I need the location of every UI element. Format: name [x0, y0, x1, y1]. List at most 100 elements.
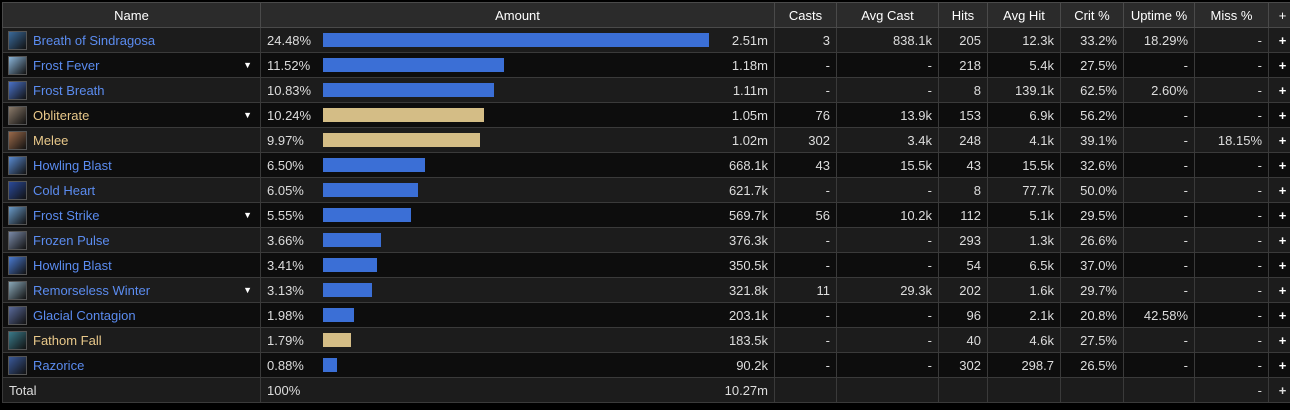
obliterate-icon	[8, 106, 27, 125]
expand-caret-icon[interactable]: ▼	[243, 285, 252, 295]
ability-link[interactable]: Frost Fever	[33, 58, 99, 73]
amount-percent: 10.24%	[267, 108, 311, 123]
amount-percent: 10.83%	[267, 83, 311, 98]
uptime-cell: -	[1124, 228, 1195, 253]
amount-percent: 6.05%	[267, 183, 304, 198]
ability-link[interactable]: Breath of Sindragosa	[33, 33, 155, 48]
expand-caret-icon[interactable]: ▼	[243, 110, 252, 120]
row-add-button[interactable]: +	[1269, 353, 1290, 378]
ability-link[interactable]: Razorice	[33, 358, 84, 373]
ability-link[interactable]: Remorseless Winter	[33, 283, 150, 298]
uptime-column-header[interactable]: Uptime %	[1124, 3, 1195, 28]
row-add-button[interactable]: +	[1269, 103, 1290, 128]
breath-of-sindragosa-icon	[8, 31, 27, 50]
amount-cell: 10.83%1.11m	[261, 78, 775, 103]
amount-cell: 0.88%90.2k	[261, 353, 775, 378]
amount-percent: 24.48%	[267, 33, 311, 48]
add-column-button[interactable]: +	[1269, 3, 1290, 28]
ability-link[interactable]: Frozen Pulse	[33, 233, 110, 248]
avg-hit-cell: 12.3k	[988, 28, 1061, 53]
ability-link[interactable]: Fathom Fall	[33, 333, 102, 348]
cold-heart-icon	[8, 181, 27, 200]
ability-link[interactable]: Melee	[33, 133, 68, 148]
amount-value: 321.8k	[729, 283, 768, 298]
avg-hit-cell: 4.1k	[988, 128, 1061, 153]
ability-link[interactable]: Frost Strike	[33, 208, 99, 223]
hits-cell: 218	[939, 53, 988, 78]
avg-hit-column-header[interactable]: Avg Hit	[988, 3, 1061, 28]
row-add-button[interactable]: +	[1269, 28, 1290, 53]
ability-link[interactable]: Glacial Contagion	[33, 308, 136, 323]
expand-caret-icon[interactable]: ▼	[243, 210, 252, 220]
hits-cell: 40	[939, 328, 988, 353]
expand-caret-icon[interactable]: ▼	[243, 60, 252, 70]
miss-cell: -	[1195, 328, 1269, 353]
hits-cell: 8	[939, 78, 988, 103]
hits-cell: 96	[939, 303, 988, 328]
row-add-button[interactable]: +	[1269, 178, 1290, 203]
crit-column-header[interactable]: Crit %	[1061, 3, 1124, 28]
row-add-button[interactable]: +	[1269, 303, 1290, 328]
crit-cell: 27.5%	[1061, 328, 1124, 353]
uptime-cell: 42.58%	[1124, 303, 1195, 328]
crit-cell: 20.8%	[1061, 303, 1124, 328]
amount-value: 1.18m	[732, 58, 768, 73]
ability-name-cell: Howling Blast	[3, 153, 261, 178]
hits-cell: 54	[939, 253, 988, 278]
ability-link[interactable]: Frost Breath	[33, 83, 105, 98]
total-add-button[interactable]: +	[1269, 378, 1290, 403]
total-label: Total	[3, 378, 261, 403]
name-column-header[interactable]: Name	[3, 3, 261, 28]
amount-bar-track	[323, 58, 709, 72]
row-add-button[interactable]: +	[1269, 78, 1290, 103]
avg-cast-column-header[interactable]: Avg Cast	[837, 3, 939, 28]
ability-link[interactable]: Cold Heart	[33, 183, 95, 198]
ability-name-cell: Glacial Contagion	[3, 303, 261, 328]
amount-bar	[323, 258, 377, 272]
row-add-button[interactable]: +	[1269, 128, 1290, 153]
avg-hit-cell: 2.1k	[988, 303, 1061, 328]
remorseless-winter-icon	[8, 281, 27, 300]
amount-bar-track	[323, 233, 709, 247]
amount-column-header[interactable]: Amount	[261, 3, 775, 28]
ability-link[interactable]: Obliterate	[33, 108, 89, 123]
amount-bar	[323, 58, 504, 72]
frost-breath-icon	[8, 81, 27, 100]
hits-column-header[interactable]: Hits	[939, 3, 988, 28]
row-add-button[interactable]: +	[1269, 278, 1290, 303]
row-add-button[interactable]: +	[1269, 153, 1290, 178]
amount-cell: 10.24%1.05m	[261, 103, 775, 128]
amount-bar	[323, 158, 425, 172]
row-add-button[interactable]: +	[1269, 328, 1290, 353]
crit-cell: 32.6%	[1061, 153, 1124, 178]
ability-link[interactable]: Howling Blast	[33, 258, 112, 273]
avg-hit-cell: 1.3k	[988, 228, 1061, 253]
total-percent: 100%	[267, 383, 300, 398]
amount-cell: 1.79%183.5k	[261, 328, 775, 353]
row-add-button[interactable]: +	[1269, 203, 1290, 228]
ability-name-cell: Remorseless Winter ▼	[3, 278, 261, 303]
row-add-button[interactable]: +	[1269, 253, 1290, 278]
avg-cast-cell: 29.3k	[837, 278, 939, 303]
miss-cell: -	[1195, 153, 1269, 178]
ability-link[interactable]: Howling Blast	[33, 158, 112, 173]
row-add-button[interactable]: +	[1269, 228, 1290, 253]
header-row: Name Amount Casts Avg Cast Hits Avg Hit …	[3, 3, 1290, 28]
hits-cell: 205	[939, 28, 988, 53]
miss-column-header[interactable]: Miss %	[1195, 3, 1269, 28]
amount-bar	[323, 133, 480, 147]
avg-hit-cell: 6.5k	[988, 253, 1061, 278]
amount-bar	[323, 358, 337, 372]
ability-name-cell: Obliterate ▼	[3, 103, 261, 128]
casts-column-header[interactable]: Casts	[775, 3, 837, 28]
amount-percent: 3.13%	[267, 283, 304, 298]
row-add-button[interactable]: +	[1269, 53, 1290, 78]
avg-cast-cell: 10.2k	[837, 203, 939, 228]
crit-cell: 33.2%	[1061, 28, 1124, 53]
ability-name-cell: Cold Heart	[3, 178, 261, 203]
